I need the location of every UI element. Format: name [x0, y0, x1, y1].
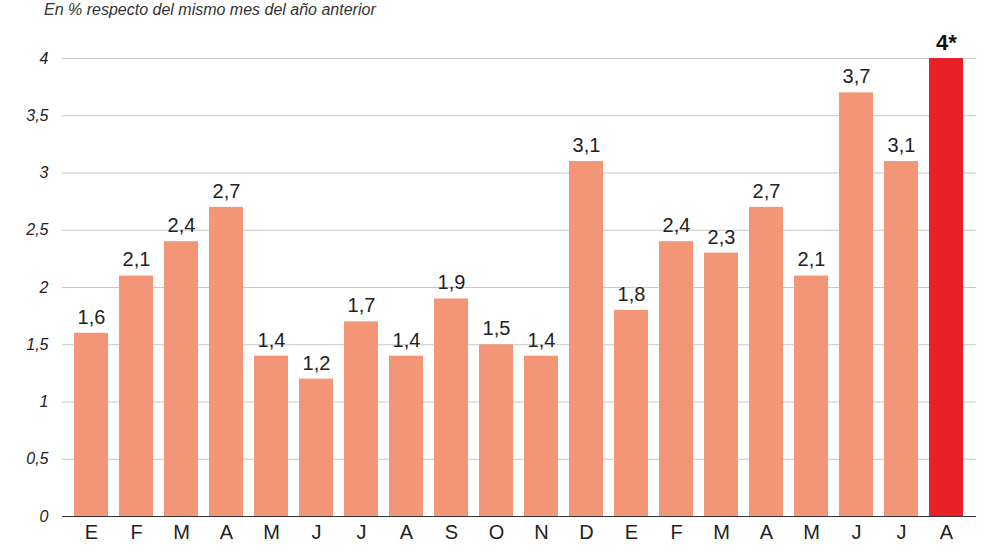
svg-text:F: F [130, 521, 142, 543]
svg-text:0,5: 0,5 [26, 450, 48, 467]
svg-text:2,4: 2,4 [663, 214, 691, 236]
svg-text:2,3: 2,3 [708, 226, 736, 248]
svg-text:1,6: 1,6 [78, 306, 106, 328]
svg-text:J: J [897, 521, 907, 543]
svg-text:F: F [670, 521, 682, 543]
svg-text:E: E [85, 521, 98, 543]
svg-text:1: 1 [40, 393, 49, 410]
svg-text:J: J [312, 521, 322, 543]
svg-text:N: N [534, 521, 548, 543]
svg-text:1,4: 1,4 [393, 329, 421, 351]
svg-text:M: M [713, 521, 730, 543]
svg-text:2,5: 2,5 [25, 221, 48, 238]
svg-text:0: 0 [40, 508, 49, 525]
svg-text:1,5: 1,5 [483, 317, 511, 339]
svg-text:3,5: 3,5 [26, 107, 48, 124]
svg-text:1,4: 1,4 [258, 329, 286, 351]
svg-text:2,1: 2,1 [123, 248, 151, 270]
svg-text:J: J [852, 521, 862, 543]
svg-text:1,2: 1,2 [303, 352, 331, 374]
svg-text:1,7: 1,7 [348, 294, 376, 316]
svg-text:O: O [489, 521, 505, 543]
svg-text:A: A [400, 521, 414, 543]
svg-text:3: 3 [40, 164, 49, 181]
svg-text:M: M [263, 521, 280, 543]
svg-text:1,9: 1,9 [438, 271, 466, 293]
svg-text:3,1: 3,1 [573, 134, 601, 156]
svg-text:M: M [173, 521, 190, 543]
html-text:En % respecto del mismo mes de: En % respecto del mismo mes del año ante… [44, 1, 376, 18]
svg-text:M: M [803, 521, 820, 543]
svg-text:S: S [445, 521, 458, 543]
svg-text:4: 4 [40, 50, 49, 67]
svg-text:3,1: 3,1 [888, 134, 916, 156]
svg-text:4*: 4* [936, 30, 957, 55]
svg-text:2,4: 2,4 [168, 214, 196, 236]
svg-text:A: A [760, 521, 774, 543]
svg-text:2: 2 [39, 279, 49, 296]
svg-text:D: D [579, 521, 593, 543]
svg-text:2,1: 2,1 [798, 248, 826, 270]
svg-text:1,8: 1,8 [618, 283, 646, 305]
svg-text:A: A [220, 521, 234, 543]
svg-text:2,7: 2,7 [753, 180, 781, 202]
svg-text:E: E [625, 521, 638, 543]
svg-text:2,7: 2,7 [213, 180, 241, 202]
svg-text:A: A [940, 521, 954, 543]
svg-text:1,4: 1,4 [528, 329, 556, 351]
svg-text:1,5: 1,5 [26, 336, 48, 353]
svg-text:3,7: 3,7 [843, 65, 871, 87]
svg-text:J: J [357, 521, 367, 543]
